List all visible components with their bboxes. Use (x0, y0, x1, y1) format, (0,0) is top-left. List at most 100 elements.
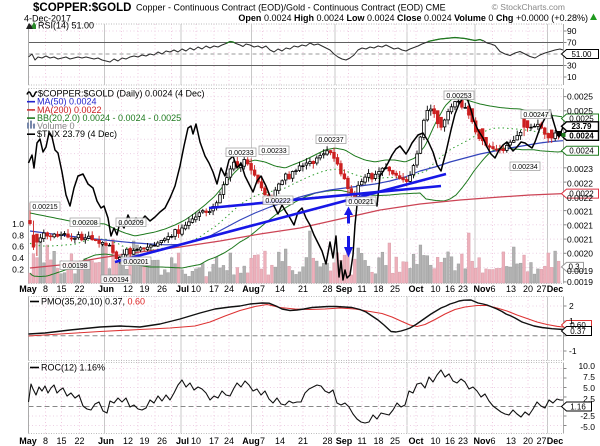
svg-text:15: 15 (56, 436, 66, 446)
svg-text:11: 11 (357, 284, 366, 294)
svg-text:7: 7 (260, 284, 265, 294)
svg-text:6: 6 (490, 436, 495, 446)
svg-text:13: 13 (506, 284, 516, 294)
svg-text:7.5: 7.5 (583, 372, 595, 382)
svg-text:-2.5: -2.5 (580, 411, 595, 421)
svg-text:Oct: Oct (408, 284, 423, 294)
svg-text:27: 27 (536, 436, 546, 446)
svg-text:24: 24 (224, 284, 234, 294)
svg-text:0.3: 0.3 (568, 263, 580, 272)
svg-text:17: 17 (209, 436, 219, 446)
svg-text:Jul: Jul (176, 284, 189, 294)
svg-text:0.00208: 0.00208 (72, 220, 97, 227)
svg-text:1.16: 1.16 (570, 402, 586, 411)
svg-text:25: 25 (390, 284, 400, 294)
svg-text:May: May (19, 436, 37, 446)
svg-text:12: 12 (123, 284, 133, 294)
svg-text:Aug: Aug (242, 284, 260, 294)
svg-text:23.79: 23.79 (571, 122, 592, 131)
svg-text:26: 26 (157, 436, 167, 446)
svg-text:0.00221: 0.00221 (348, 199, 373, 206)
svg-text:21: 21 (298, 436, 308, 446)
svg-text:13: 13 (506, 436, 516, 446)
svg-text:-5.0: -5.0 (580, 422, 595, 432)
svg-text:-1: -1 (569, 346, 577, 356)
svg-text:0.0020: 0.0020 (567, 249, 593, 259)
svg-text:PMO(35,20,10) 0.37, 0.60: PMO(35,20,10) 0.37, 0.60 (41, 297, 145, 307)
svg-text:2: 2 (569, 301, 574, 311)
svg-text:May: May (19, 284, 37, 294)
svg-text:4-Dec-2017: 4-Dec-2017 (24, 14, 71, 24)
svg-text:11: 11 (357, 436, 366, 446)
svg-text:0.0025: 0.0025 (569, 114, 594, 123)
svg-text:Aug: Aug (242, 436, 260, 446)
svg-text:0.0024: 0.0024 (569, 147, 594, 156)
svg-text:Nov: Nov (473, 436, 490, 446)
svg-text:10: 10 (191, 284, 201, 294)
svg-text:5.0: 5.0 (583, 383, 595, 393)
svg-text:10: 10 (567, 72, 577, 82)
svg-text:30: 30 (567, 61, 577, 71)
svg-text:© StockCharts.com: © StockCharts.com (492, 2, 565, 12)
svg-text:23: 23 (458, 284, 468, 294)
svg-text:0.00237: 0.00237 (318, 137, 343, 144)
svg-text:0.60: 0.60 (570, 321, 586, 330)
svg-text:7: 7 (260, 436, 265, 446)
svg-text:70: 70 (567, 38, 577, 48)
svg-text:Jun: Jun (98, 436, 114, 446)
svg-text:27: 27 (536, 284, 546, 294)
svg-text:0.0022: 0.0022 (567, 193, 593, 203)
svg-text:8: 8 (43, 284, 48, 294)
svg-text:18: 18 (373, 436, 383, 446)
svg-text:14: 14 (275, 284, 285, 294)
svg-text:0.0023: 0.0023 (567, 164, 593, 174)
svg-text:Sep: Sep (336, 436, 353, 446)
svg-text:0.0019: 0.0019 (567, 277, 593, 287)
svg-text:0.00247: 0.00247 (523, 112, 548, 119)
svg-text:0.00253: 0.00253 (446, 93, 471, 100)
svg-text:0.0021: 0.0021 (567, 207, 593, 217)
svg-text:2.5: 2.5 (583, 394, 595, 404)
svg-text:Sep: Sep (336, 284, 353, 294)
svg-text:23: 23 (458, 436, 468, 446)
svg-text:MA(50) 0.0024: MA(50) 0.0024 (37, 97, 97, 107)
svg-text:$COPPER:$GOLD (Daily) 0.0024 (: $COPPER:$GOLD (Daily) 0.0024 (4 Dec) (38, 88, 205, 98)
svg-text:15: 15 (56, 284, 66, 294)
svg-text:6: 6 (490, 284, 495, 294)
svg-text:10: 10 (430, 436, 440, 446)
svg-text:10: 10 (430, 284, 440, 294)
svg-text:0.0021: 0.0021 (567, 234, 593, 244)
svg-text:0.00233: 0.00233 (228, 150, 253, 157)
svg-text:10: 10 (191, 436, 201, 446)
svg-text:90: 90 (567, 26, 577, 36)
svg-text:0.8: 0.8 (12, 230, 24, 240)
svg-text:19: 19 (139, 284, 149, 294)
svg-text:ROC(12) 1.16%: ROC(12) 1.16% (41, 363, 105, 373)
svg-text:RSI(14) 51.00: RSI(14) 51.00 (38, 21, 94, 31)
svg-text:$COPPER:$GOLD: $COPPER:$GOLD (33, 2, 131, 14)
svg-text:Copper - Continuous Contract (: Copper - Continuous Contract (EOD)/Gold … (136, 3, 446, 13)
svg-text:0.00233: 0.00233 (261, 148, 286, 155)
svg-text:Jun: Jun (98, 284, 114, 294)
svg-text:16: 16 (445, 284, 455, 294)
svg-text:0.0022: 0.0022 (567, 179, 593, 189)
svg-text:20: 20 (523, 436, 533, 446)
svg-text:25: 25 (390, 436, 400, 446)
svg-text:Oct: Oct (408, 436, 423, 446)
svg-text:19: 19 (139, 436, 149, 446)
svg-text:$TNX 23.79 (4 Dec): $TNX 23.79 (4 Dec) (37, 129, 117, 139)
svg-text:0.00194: 0.00194 (103, 277, 128, 284)
svg-text:20: 20 (523, 284, 533, 294)
svg-text:0.0019: 0.0019 (567, 266, 593, 276)
svg-text:0.00222: 0.00222 (265, 198, 290, 205)
svg-text:22: 22 (74, 284, 84, 294)
svg-text:0.0021: 0.0021 (567, 221, 593, 231)
svg-text:MA(200) 0.0022: MA(200) 0.0022 (37, 105, 102, 115)
svg-text:8: 8 (43, 436, 48, 446)
svg-text:Nov: Nov (473, 284, 490, 294)
svg-text:0.37: 0.37 (570, 327, 586, 336)
svg-text:1.0: 1.0 (12, 219, 24, 229)
svg-text:0.00198: 0.00198 (62, 263, 87, 270)
svg-text:26: 26 (157, 284, 167, 294)
svg-text:Volume 0: Volume 0 (37, 121, 75, 131)
